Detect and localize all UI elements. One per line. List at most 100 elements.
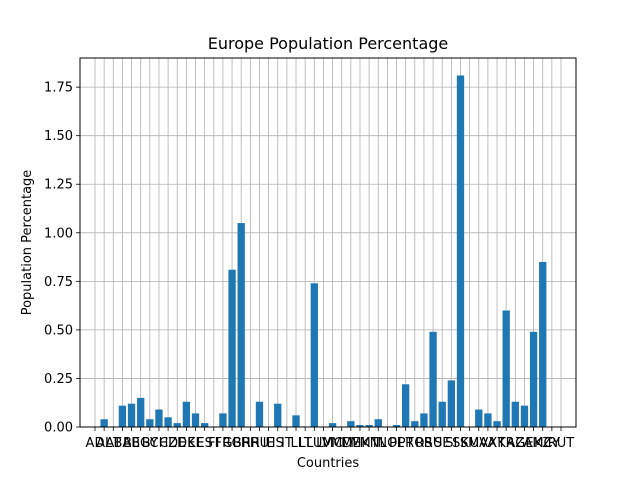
x-tick-label: AM <box>524 436 544 451</box>
plot-area <box>80 58 576 427</box>
x-tick-label: MD <box>331 436 352 451</box>
grid-lines <box>80 58 576 428</box>
x-tick-label: FR <box>215 436 232 451</box>
x-tick-label: RUT <box>548 436 575 451</box>
y-tick-label: 0.50 <box>44 323 73 338</box>
x-tick-label: MT <box>360 436 379 451</box>
bar-RO <box>411 421 419 427</box>
bar-BE <box>127 403 136 427</box>
y-tick-label: 0.00 <box>44 421 73 436</box>
bar-NL <box>374 419 382 427</box>
x-tick-label: ES <box>196 436 212 451</box>
x-tick-label: CH <box>150 436 169 451</box>
y-tick-label: 1.25 <box>44 178 73 193</box>
bar-GB <box>228 269 236 427</box>
bar-AM <box>529 331 538 427</box>
y-tick-label: 0.25 <box>44 372 73 387</box>
chart-title: Europe Population Percentage <box>208 34 449 53</box>
x-tick-label: CZ <box>159 436 177 451</box>
x-tick-label: GR <box>232 436 251 451</box>
x-tick-label: PT <box>398 436 414 451</box>
bar-BG <box>137 397 145 427</box>
x-tick-label: IT <box>281 436 293 451</box>
bar-CZ <box>164 417 172 427</box>
x-tick-label: CY <box>543 436 560 451</box>
bar-SK <box>456 75 465 428</box>
x-tick-label: BY <box>142 436 158 451</box>
x-tick-label: BA <box>114 436 132 451</box>
x-tick-label: SM <box>460 436 479 451</box>
bar-LU <box>310 283 318 427</box>
bar-UA <box>475 409 483 427</box>
x-tick-label: MK <box>350 436 370 451</box>
x-tick-label: TR <box>497 436 515 451</box>
x-tick-label: SK <box>452 436 469 451</box>
y-tick-label: 0.75 <box>44 275 73 290</box>
bar-CH <box>155 409 163 427</box>
bar-GR <box>237 223 245 427</box>
x-tick-label: XK <box>488 436 506 451</box>
bar-GE <box>520 405 529 427</box>
x-tick-label: AD <box>86 436 105 451</box>
x-tick-label: FI <box>208 436 219 451</box>
x-tick-label: ME <box>341 436 360 451</box>
y-axis-ticks: 0.00 0.25 0.50 0.75 1.00 1.25 1.50 1.75 <box>44 81 80 436</box>
x-tick-label: KZ <box>534 436 552 451</box>
x-tick-label: NL <box>370 436 388 451</box>
bar-SI <box>447 380 456 427</box>
bar-ES <box>200 423 209 427</box>
x-tick-label: AZ <box>506 436 524 451</box>
x-tick-label: RO <box>405 436 424 451</box>
x-tick-label: DK <box>177 436 196 451</box>
x-tick-label: GE <box>515 436 533 451</box>
y-axis-title: Population Percentage <box>20 170 35 316</box>
x-axis-title: Countries <box>297 456 360 471</box>
x-tick-label: SE <box>434 436 450 451</box>
x-tick-label: UA <box>470 436 489 451</box>
bar-HU <box>255 401 264 427</box>
x-tick-label: SI <box>445 436 457 451</box>
bar-MK <box>356 425 364 427</box>
y-tick-label: 1.00 <box>44 226 73 241</box>
bar-XK <box>493 421 501 427</box>
x-tick-label: AT <box>105 436 121 451</box>
x-tick-label: HU <box>250 436 269 451</box>
x-tick-label: HR <box>241 436 260 451</box>
bar-VA <box>484 413 492 427</box>
bar-MT <box>365 425 373 427</box>
bar-SE <box>438 401 446 427</box>
x-tick-label: LI <box>290 436 301 451</box>
bar-DE <box>173 423 181 427</box>
bar-ME <box>347 421 355 427</box>
x-axis-ticks: ADALATBABEBGBYCHCZDEDKEEESFIFRGBGRHRHUIE… <box>86 427 575 451</box>
bar-RU <box>429 331 437 427</box>
x-tick-label: EE <box>187 436 203 451</box>
x-tick-label: RU <box>424 436 443 451</box>
x-tick-label: LV <box>316 436 331 451</box>
x-tick-label: DE <box>168 436 186 451</box>
bar-LI <box>292 415 300 427</box>
x-tick-label: PL <box>389 436 405 451</box>
bar-PT <box>402 384 410 427</box>
x-tick-label: LU <box>306 436 322 451</box>
x-tick-label: NO <box>377 436 397 451</box>
bar-KZ <box>539 261 547 427</box>
bar-BA <box>118 405 127 427</box>
bar-TR <box>502 310 510 427</box>
bar-PL <box>392 425 401 427</box>
bar-BY <box>146 419 154 427</box>
x-tick-label: LT <box>298 436 311 451</box>
plot-frame <box>79 57 577 428</box>
bar-MC <box>328 423 337 427</box>
x-tick-label: AL <box>96 436 113 451</box>
y-tick-label: 1.50 <box>44 129 73 144</box>
bars <box>100 75 547 428</box>
x-tick-label: IS <box>272 436 284 451</box>
bar-IS <box>274 403 282 427</box>
x-tick-label: MC <box>322 436 342 451</box>
x-tick-label: GB <box>223 436 242 451</box>
bar-RS <box>420 413 428 427</box>
bar-EE <box>191 413 200 427</box>
